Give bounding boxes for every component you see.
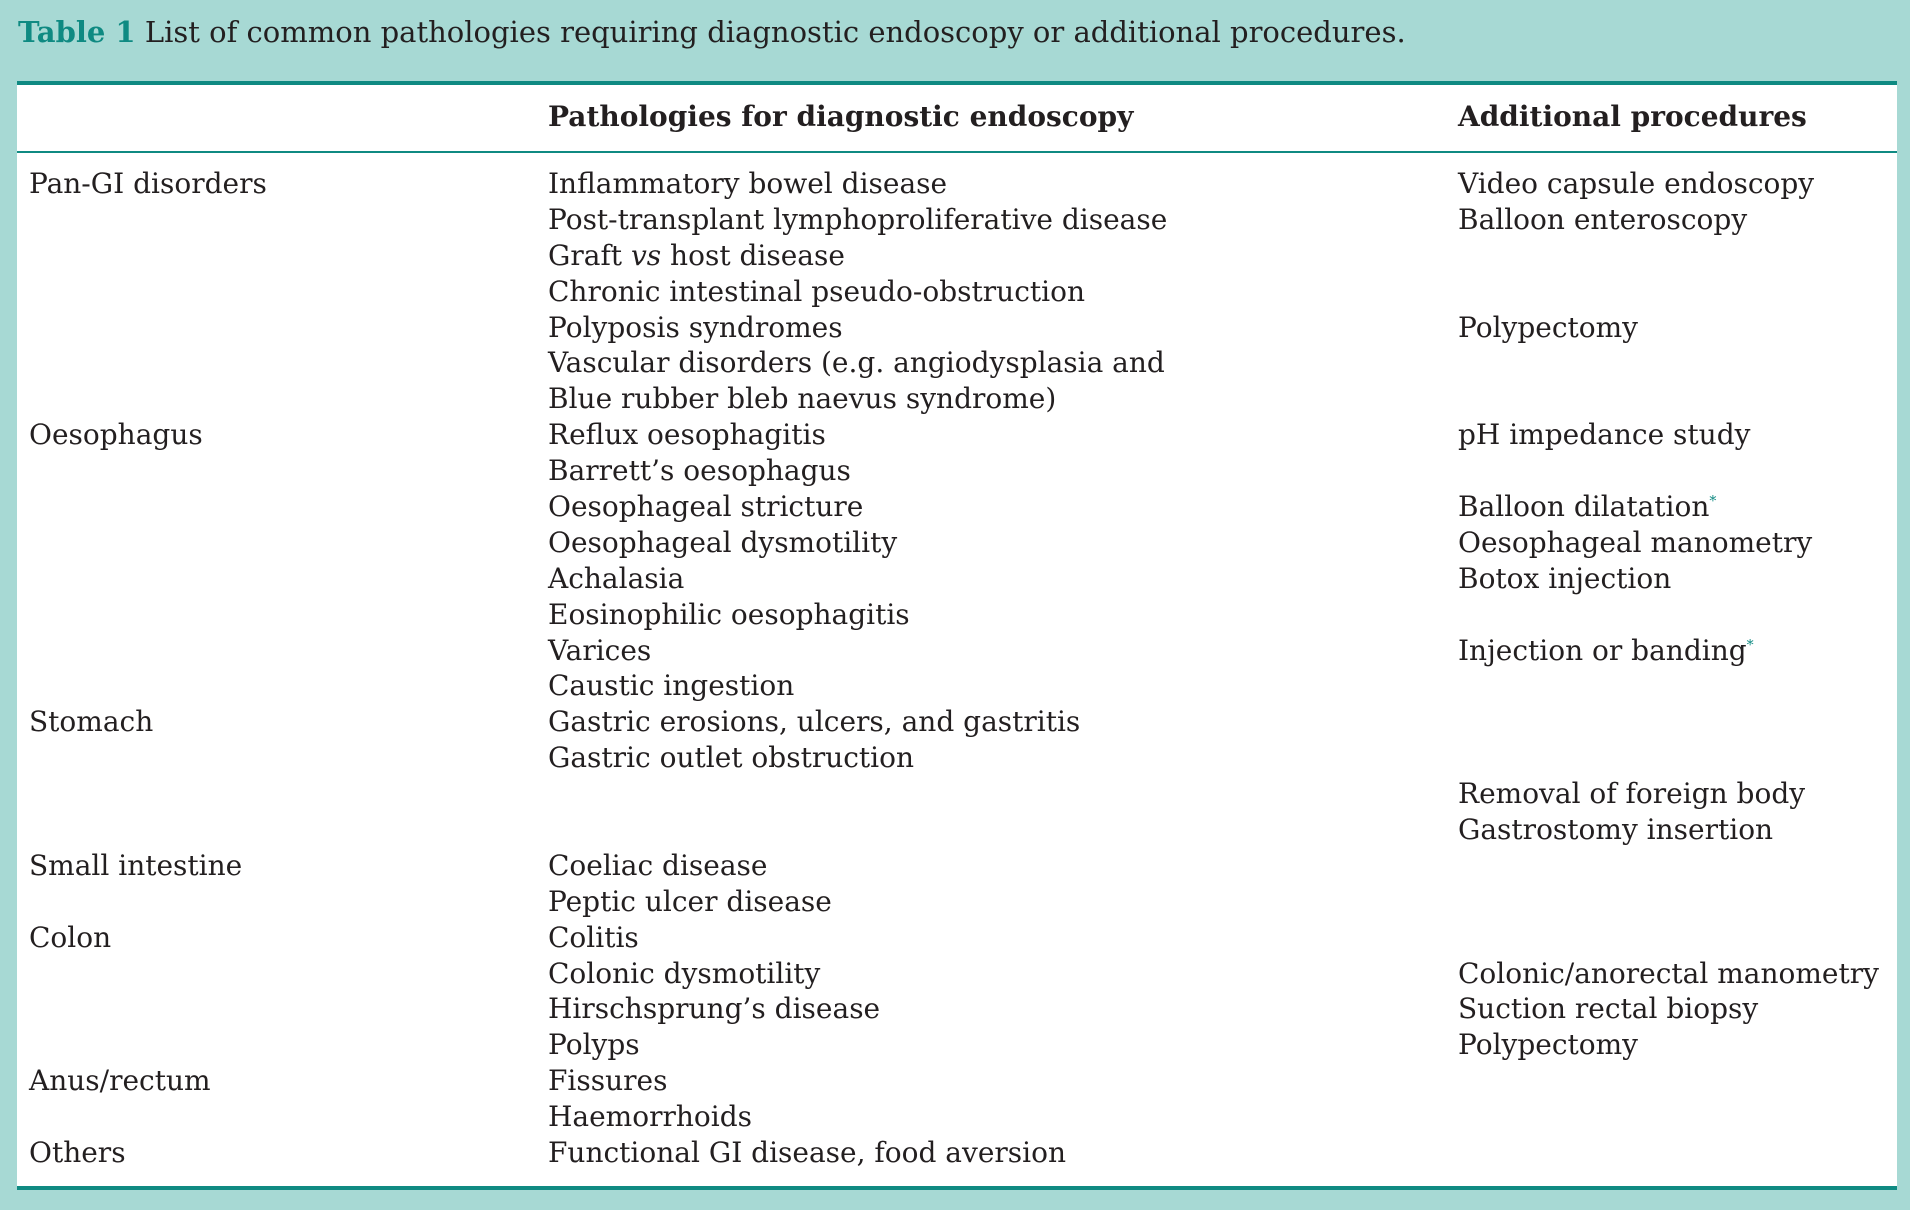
cell-procedure: Removal of foreign body: [1458, 777, 1806, 811]
cell-category: Colon: [29, 920, 112, 954]
cell-procedure: Balloon dilatation*: [1458, 490, 1717, 524]
cell-pathology: Gastric erosions, ulcers, and gastritis: [548, 705, 1081, 739]
table: Pathologies for diagnostic endoscopy Add…: [17, 81, 1897, 1190]
cell-pathology: Polyps: [548, 1028, 640, 1062]
cell-pathology: Peptic ulcer disease: [548, 884, 832, 918]
cell-pathology: Post-transplant lymphoproliferative dise…: [548, 202, 1168, 236]
cell-pathology: Coeliac disease: [548, 848, 768, 882]
table-row: Eosinophilic oesophagitis: [17, 597, 1897, 633]
table-row: Haemorrhoids: [17, 1099, 1897, 1135]
cell-pathology: Graft vs host disease: [548, 238, 845, 272]
italic-vs: vs: [630, 238, 662, 272]
table-row: Others Functional GI disease, food aversi…: [17, 1135, 1897, 1171]
cell-procedure: Gastrostomy insertion: [1458, 813, 1774, 847]
cell-procedure: Balloon enteroscopy: [1458, 202, 1748, 236]
cell-pathology: Eosinophilic oesophagitis: [548, 597, 910, 631]
table-row: Varices Injection or banding*: [17, 633, 1897, 669]
table-row: Gastric outlet obstruction: [17, 740, 1897, 776]
cell-pathology: Inflammatory bowel disease: [548, 167, 948, 200]
table-row: Oesophagus Reflux oesophagitis pH impedanc…: [17, 417, 1897, 453]
cell-pathology: Oesophageal dysmotility: [548, 525, 898, 559]
cell-pathology: Blue rubber bleb naevus syndrome): [548, 382, 1057, 416]
table-row: Anus/rectum Fissures: [17, 1063, 1897, 1099]
table-row: Colonic dysmotility Colonic/anorectal man…: [17, 956, 1897, 992]
cell-procedure: pH impedance study: [1458, 418, 1751, 452]
table-header: Pathologies for diagnostic endoscopy Add…: [17, 85, 1897, 153]
table-row: Gastrostomy insertion: [17, 812, 1897, 848]
table-row: Colon Colitis: [17, 920, 1897, 956]
table-row: Caustic ingestion: [17, 668, 1897, 704]
table-caption: Table 1 List of common pathologies requi…: [18, 14, 1898, 50]
cell-pathology: Chronic intestinal pseudo-obstruction: [548, 274, 1085, 308]
cell-pathology: Varices: [548, 633, 652, 667]
footnote-marker: *: [1746, 637, 1754, 654]
cell-category: Anus/rectum: [29, 1064, 211, 1098]
table-row: Hirschsprung’s disease Suction rectal bio…: [17, 991, 1897, 1027]
cell-pathology: Colitis: [548, 920, 639, 954]
cell-pathology: Colonic dysmotility: [548, 956, 821, 990]
cell-procedure: Botox injection: [1458, 561, 1672, 595]
table-row: Graft vs host disease: [17, 238, 1897, 274]
cell-procedure: Polypectomy: [1458, 1028, 1638, 1062]
cell-pathology: Fissures: [548, 1064, 668, 1098]
table-row: Removal of foreign body: [17, 776, 1897, 812]
table-row: Small intestine Coeliac disease: [17, 848, 1897, 884]
table-row: Oesophageal dysmotility Oesophageal manom…: [17, 525, 1897, 561]
table-row: Polyposis syndromes Polypectomy: [17, 310, 1897, 346]
table-row: Oesophageal stricture Balloon dilatation*: [17, 489, 1897, 525]
cell-procedure: Colonic/anorectal manometry: [1458, 956, 1879, 990]
footnote-marker: *: [1709, 493, 1717, 510]
table-row: Vascular disorders (e.g. angiodysplasia …: [17, 345, 1897, 381]
cell-pathology: Oesophageal stricture: [548, 490, 864, 524]
header-procedures: Additional procedures: [1458, 100, 1807, 133]
table-row: Chronic intestinal pseudo-obstruction: [17, 274, 1897, 310]
table-row: Achalasia Botox injection: [17, 561, 1897, 597]
cell-category: Small intestine: [29, 848, 243, 882]
table-row: Pan-GI disorders Inflammatory bowel disea…: [17, 166, 1897, 202]
cell-pathology: Haemorrhoids: [548, 1100, 752, 1134]
cell-pathology: Caustic ingestion: [548, 669, 795, 703]
cell-pathology: Vascular disorders (e.g. angiodysplasia …: [548, 346, 1165, 380]
table-row: Post-transplant lymphoproliferative dise…: [17, 202, 1897, 238]
table-row: Stomach Gastric erosions, ulcers, and gas…: [17, 704, 1897, 740]
header-pathologies: Pathologies for diagnostic endoscopy: [548, 100, 1134, 133]
cell-pathology: Functional GI disease, food aversion: [548, 1136, 1066, 1170]
cell-pathology: Polyposis syndromes: [548, 310, 843, 344]
table-row: Peptic ulcer disease: [17, 884, 1897, 920]
cell-pathology: Reflux oesophagitis: [548, 418, 826, 452]
cell-category: Pan-GI disorders: [29, 167, 267, 200]
cell-procedure: Polypectomy: [1458, 310, 1638, 344]
cell-procedure: Video capsule endoscopy: [1458, 167, 1815, 200]
table-body: Pan-GI disorders Inflammatory bowel disea…: [17, 166, 1897, 1171]
cell-procedure: Oesophageal manometry: [1458, 525, 1813, 559]
cell-pathology: Achalasia: [548, 561, 685, 595]
table-row: Barrett’s oesophagus: [17, 453, 1897, 489]
caption-text: List of common pathologies requiring dia…: [144, 15, 1406, 49]
cell-category: Others: [29, 1136, 126, 1170]
table-label: Table 1: [18, 15, 136, 49]
table-row: Blue rubber bleb naevus syndrome): [17, 381, 1897, 417]
cell-category: Stomach: [29, 705, 154, 739]
table-row: Polyps Polypectomy: [17, 1027, 1897, 1063]
cell-pathology: Gastric outlet obstruction: [548, 741, 915, 775]
cell-procedure: Injection or banding*: [1458, 633, 1754, 667]
cell-pathology: Barrett’s oesophagus: [548, 454, 851, 488]
cell-category: Oesophagus: [29, 418, 203, 452]
cell-pathology: Hirschsprung’s disease: [548, 992, 881, 1026]
cell-procedure: Suction rectal biopsy: [1458, 992, 1759, 1026]
